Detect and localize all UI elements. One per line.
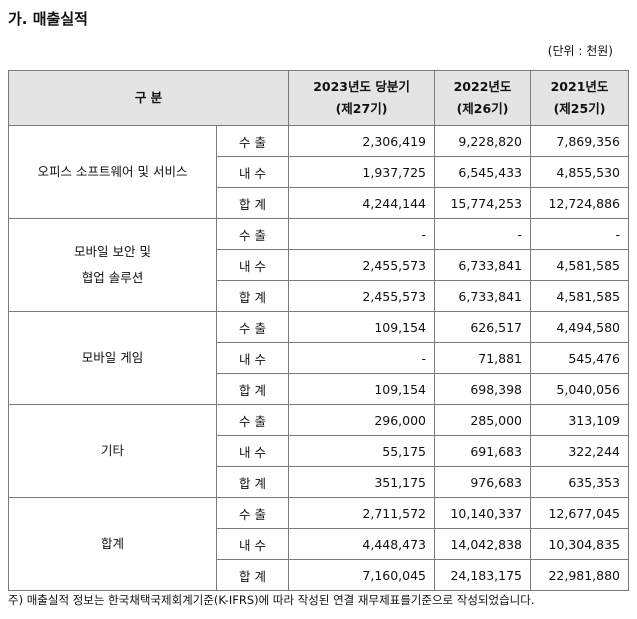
value-cell: 6,733,841 <box>434 280 532 312</box>
unit-label: (단위 : 천원) <box>547 44 613 58</box>
subcategory-label: 합 계 <box>215 187 290 219</box>
header-2021-year: 2021년도 <box>550 79 609 94</box>
subcategory-label: 내 수 <box>215 528 290 560</box>
category-cell: 기타 <box>8 404 217 498</box>
subcategory-label: 내 수 <box>215 156 290 188</box>
table-row: 기타 수 출 296,000 285,000 313,109 <box>8 404 630 498</box>
category-label: 모바일 게임 <box>81 350 144 365</box>
table-row: 내 수 1,937,725 6,545,433 4,855,530 <box>9 156 630 188</box>
footnote: 주) 매출실적 정보는 한국채택국제회계기준(K-IFRS)에 따라 작성된 연… <box>8 593 535 607</box>
section-title: 가. 매출실적 <box>8 10 88 28</box>
table-row: 합 계 7,160,045 24,183,175 22,981,880 <box>9 559 630 591</box>
sales-performance-table: 구 분 2023년도 당분기 (제27기) 2022년도 (제26기) 2021… <box>7 70 630 591</box>
subcategory-label: 내 수 <box>215 249 290 281</box>
value-cell: 4,494,580 <box>530 311 630 343</box>
category-label: 오피스 소프트웨어 및 서비스 <box>37 164 188 179</box>
value-cell: 626,517 <box>434 311 532 343</box>
table-row: 모바일 게임 수 출 109,154 626,517 4,494,580 <box>8 311 630 405</box>
value-cell: 2,711,572 <box>288 497 436 529</box>
value-cell: 7,869,356 <box>530 125 630 157</box>
value-cell: 322,244 <box>530 435 630 467</box>
value-cell: 351,175 <box>288 466 436 498</box>
value-cell: 14,042,838 <box>434 528 532 560</box>
category-label: 모바일 보안 및 <box>74 244 151 259</box>
subcategory-label: 내 수 <box>215 342 290 374</box>
table-row: 합계 수 출 2,711,572 10,140,337 12,677,045 <box>8 497 630 591</box>
category-cell: 모바일 게임 <box>8 311 217 405</box>
value-cell: 109,154 <box>288 373 436 405</box>
subcategory-label: 합 계 <box>215 559 290 591</box>
category-label: 합계 <box>100 536 124 551</box>
header-2021-term: (제25기) <box>553 101 606 116</box>
value-cell: 313,109 <box>530 404 630 436</box>
value-cell: 10,140,337 <box>434 497 532 529</box>
subcategory-label: 수 출 <box>215 218 290 250</box>
value-cell: - <box>288 218 436 250</box>
value-cell: 7,160,045 <box>288 559 436 591</box>
value-cell: 976,683 <box>434 466 532 498</box>
value-cell: 2,455,573 <box>288 249 436 281</box>
value-cell: 4,855,530 <box>530 156 630 188</box>
header-2022-year: 2022년도 <box>453 79 512 94</box>
subcategory-label: 합 계 <box>215 280 290 312</box>
table-header-row: 구 분 2023년도 당분기 (제27기) 2022년도 (제26기) 2021… <box>7 70 630 126</box>
table-row: 합 계 351,175 976,683 635,353 <box>9 466 630 498</box>
value-cell: 6,545,433 <box>434 156 532 188</box>
header-2021: 2021년도 (제25기) <box>530 70 630 126</box>
table-body: 오피스 소프트웨어 및 서비스 수 출 2,306,419 9,228,820 7,86… <box>8 125 630 591</box>
category-label: 기타 <box>100 443 124 458</box>
header-2022: 2022년도 (제26기) <box>434 70 532 126</box>
value-cell: 71,881 <box>434 342 532 374</box>
category-cell: 오피스 소프트웨어 및 서비스 <box>8 125 217 219</box>
table-row: 내 수 -71,881 545,476 <box>9 342 630 374</box>
subcategory-label: 수 출 <box>215 311 290 343</box>
value-cell: 296,000 <box>288 404 436 436</box>
value-cell: 4,244,144 <box>288 187 436 219</box>
value-cell: - <box>288 342 436 374</box>
subcategory-label: 내 수 <box>215 435 290 467</box>
subcategory-label: 합 계 <box>215 466 290 498</box>
value-cell: 285,000 <box>434 404 532 436</box>
header-2023-q-term: (제27기) <box>335 101 388 116</box>
value-cell: 22,981,880 <box>530 559 630 591</box>
category-label: 협업 솔루션 <box>81 270 144 285</box>
value-cell: 5,040,056 <box>530 373 630 405</box>
header-2023-q: 2023년도 당분기 (제27기) <box>288 70 436 126</box>
value-cell: - <box>530 218 630 250</box>
category-cell: 합계 <box>8 497 217 591</box>
subcategory-label: 수 출 <box>215 404 290 436</box>
value-cell: 1,937,725 <box>288 156 436 188</box>
value-cell: - <box>434 218 532 250</box>
header-category: 구 분 <box>7 70 290 126</box>
value-cell: 691,683 <box>434 435 532 467</box>
header-2023-q-year: 2023년도 당분기 <box>313 79 410 94</box>
value-cell: 4,581,585 <box>530 280 630 312</box>
table-row: 합 계 4,244,144 15,774,253 12,724,886 <box>9 187 630 219</box>
table-row: 내 수 2,455,573 6,733,841 4,581,585 <box>9 249 630 281</box>
header-2022-term: (제26기) <box>456 101 509 116</box>
value-cell: 2,306,419 <box>288 125 436 157</box>
subcategory-label: 수 출 <box>215 497 290 529</box>
table-row: 합 계 2,455,573 6,733,841 4,581,585 <box>9 280 630 312</box>
value-cell: 24,183,175 <box>434 559 532 591</box>
subcategory-label: 수 출 <box>215 125 290 157</box>
table-row: 모바일 보안 및 협업 솔루션 수 출--- <box>8 218 630 312</box>
value-cell: 12,724,886 <box>530 187 630 219</box>
subcategory-label: 합 계 <box>215 373 290 405</box>
value-cell: 4,581,585 <box>530 249 630 281</box>
value-cell: 635,353 <box>530 466 630 498</box>
value-cell: 109,154 <box>288 311 436 343</box>
value-cell: 10,304,835 <box>530 528 630 560</box>
value-cell: 698,398 <box>434 373 532 405</box>
value-cell: 12,677,045 <box>530 497 630 529</box>
value-cell: 15,774,253 <box>434 187 532 219</box>
value-cell: 6,733,841 <box>434 249 532 281</box>
value-cell: 545,476 <box>530 342 630 374</box>
value-cell: 2,455,573 <box>288 280 436 312</box>
value-cell: 4,448,473 <box>288 528 436 560</box>
value-cell: 55,175 <box>288 435 436 467</box>
table-row: 오피스 소프트웨어 및 서비스 수 출 2,306,419 9,228,820 7,86… <box>8 125 630 219</box>
value-cell: 9,228,820 <box>434 125 532 157</box>
